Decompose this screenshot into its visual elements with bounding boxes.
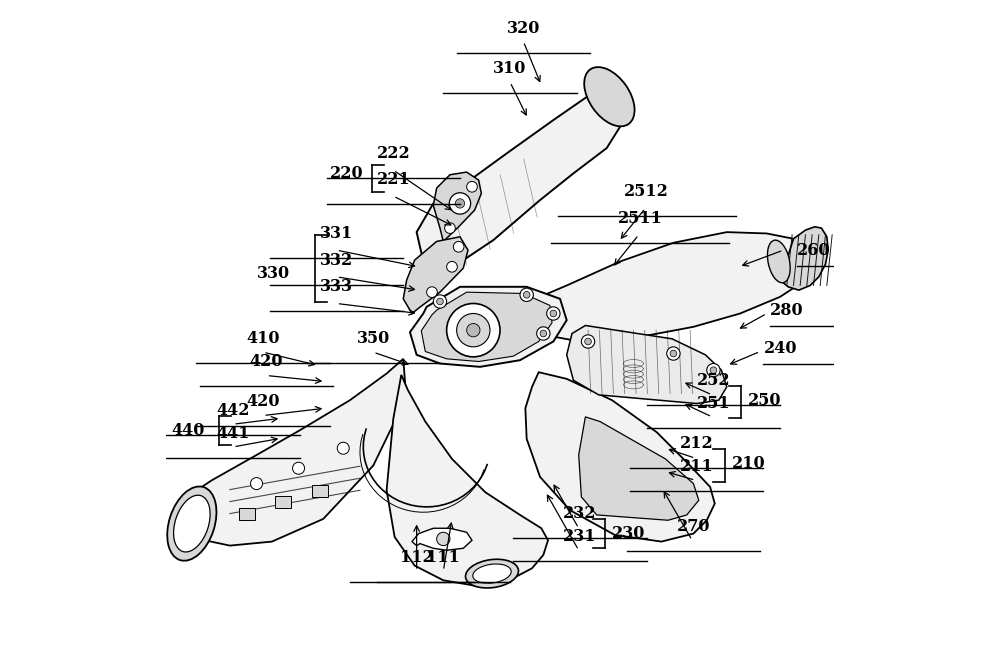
Circle shape [445,223,455,233]
Circle shape [550,310,557,317]
Circle shape [457,313,490,347]
Text: 260: 260 [797,241,830,259]
Circle shape [670,350,677,357]
Text: 231: 231 [563,528,597,545]
Text: 232: 232 [563,506,597,522]
Circle shape [540,330,547,337]
Circle shape [293,462,305,474]
Circle shape [585,338,591,345]
Polygon shape [579,417,699,520]
Polygon shape [412,528,472,550]
Text: 442: 442 [216,402,250,419]
Circle shape [520,288,533,301]
Text: 251: 251 [697,395,730,412]
Text: 331: 331 [320,225,353,242]
Circle shape [337,442,349,454]
Circle shape [537,327,550,340]
Text: 210: 210 [731,455,765,472]
Circle shape [467,323,480,337]
Text: 333: 333 [320,279,353,295]
Circle shape [581,335,595,348]
Text: 240: 240 [763,340,797,357]
Text: 252: 252 [697,372,730,389]
Polygon shape [403,237,468,313]
Circle shape [667,347,680,360]
Circle shape [251,478,263,490]
Circle shape [523,291,530,298]
Polygon shape [421,292,552,362]
Text: 2512: 2512 [624,183,669,200]
Polygon shape [537,232,810,342]
Text: 212: 212 [680,436,714,452]
Circle shape [707,364,720,377]
Text: 2511: 2511 [618,210,663,227]
Polygon shape [239,508,255,520]
Text: 410: 410 [246,330,280,347]
Polygon shape [417,87,623,290]
Ellipse shape [584,67,635,126]
Polygon shape [410,287,567,367]
Polygon shape [780,227,828,290]
Polygon shape [387,375,548,586]
Text: 112: 112 [400,549,434,566]
Text: 280: 280 [770,301,804,319]
Circle shape [710,367,717,374]
Text: 310: 310 [493,60,527,77]
Circle shape [447,261,457,272]
Polygon shape [275,496,291,508]
Text: 440: 440 [172,422,205,439]
Polygon shape [525,372,715,542]
Text: 320: 320 [507,20,540,37]
Text: 330: 330 [257,265,290,282]
Text: 420: 420 [246,394,280,410]
Circle shape [447,303,500,357]
Ellipse shape [767,240,790,283]
Text: 420: 420 [250,354,283,370]
Text: 350: 350 [357,330,390,347]
Polygon shape [433,172,481,241]
Text: 332: 332 [320,252,353,269]
Text: 441: 441 [216,425,250,442]
Polygon shape [312,485,328,497]
Circle shape [427,287,437,297]
Ellipse shape [174,495,210,552]
Polygon shape [567,325,727,404]
Text: 211: 211 [680,458,714,475]
Circle shape [449,193,471,214]
Circle shape [437,298,443,305]
Ellipse shape [167,486,216,561]
Text: 222: 222 [376,145,410,162]
Text: 111: 111 [426,549,460,566]
Circle shape [453,241,464,252]
Circle shape [437,532,450,546]
Circle shape [547,307,560,320]
Text: 250: 250 [748,392,782,409]
Polygon shape [181,359,405,546]
Ellipse shape [466,559,518,588]
Text: 270: 270 [677,518,710,535]
Text: 230: 230 [611,525,645,542]
Circle shape [433,295,447,308]
Circle shape [455,199,465,208]
Text: 221: 221 [376,171,410,188]
Ellipse shape [473,564,511,583]
Circle shape [467,181,477,192]
Text: 220: 220 [330,165,363,182]
